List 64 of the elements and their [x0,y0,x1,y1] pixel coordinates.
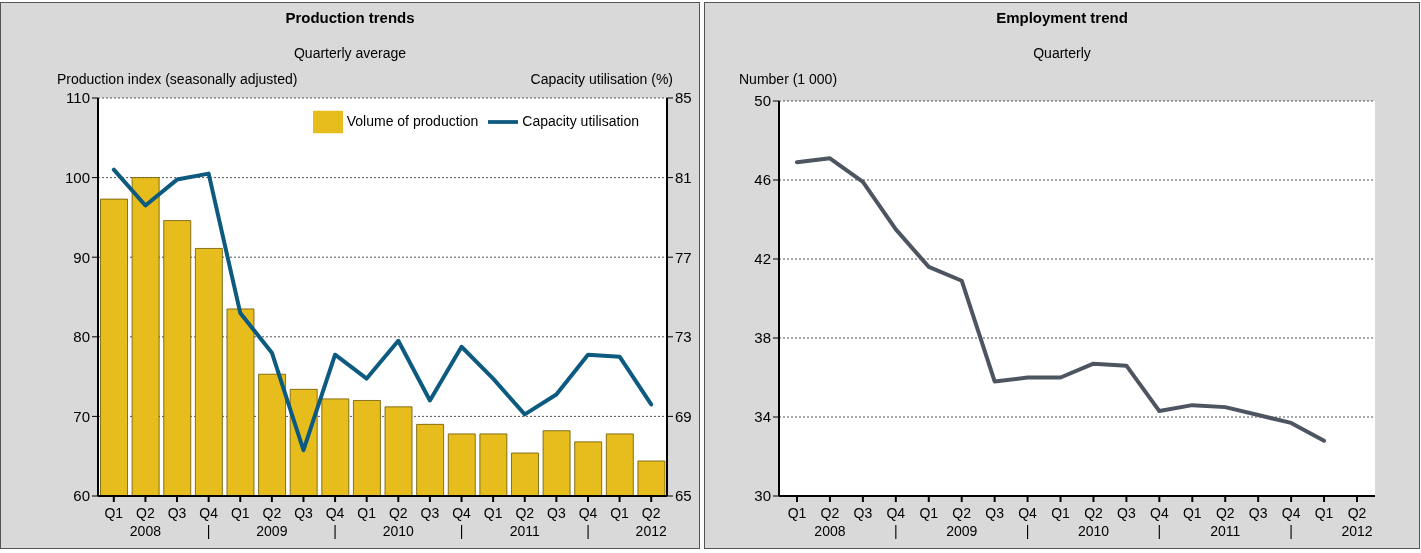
y2-tick-label: 81 [675,168,692,186]
x-tick-label: Q4 | [199,505,219,539]
y2-tick-label: 69 [675,407,692,425]
y-tick-label: 90 [73,248,90,266]
y2-tick-label: 77 [675,248,692,266]
y-tick-label: 46 [754,171,771,189]
y2-axis-title: Capacity utilisation (%) [530,71,673,87]
x-tick-label: Q2 2008 [814,505,846,539]
x-tick-label: Q1 [357,505,377,521]
x-tick-label: Q1 [104,505,124,521]
y-axis-title: Production index (seasonally adjusted) [57,71,298,87]
x-tick-label: Q2 2010 [382,505,415,539]
x-tick-label: Q1 [919,505,939,521]
y2-tick-label: 73 [675,328,692,346]
y-tick-label: 30 [754,487,771,505]
y-tick-label: 38 [754,329,771,347]
x-tick-label: Q2 2012 [635,505,667,539]
chart-title: Employment trend [995,9,1129,26]
x-tick-label: Q4 | [1281,505,1301,539]
x-tick-label: Q1 [1314,505,1334,521]
y-tick-label: 80 [73,328,90,346]
x-tick-label: Q3 [1117,505,1136,521]
x-tick-label: Q3 [547,505,566,521]
x-tick-label: Q4 | [1150,505,1169,539]
x-tick-label: Q3 [853,505,873,521]
x-tick-label: Q1 [1182,505,1202,521]
chart-subtitle: Quarterly [1032,45,1092,61]
x-tick-label: Q1 [787,505,807,521]
y-tick-label: 70 [73,407,90,425]
y-tick-label: 110 [66,89,90,107]
x-tick-label: Q1 [483,505,503,521]
y-tick-label: 34 [754,408,771,426]
x-tick-label: Q2 2010 [1077,505,1110,539]
x-tick-label: Q3 [420,505,440,521]
y2-tick-label: 65 [675,487,692,505]
x-tick-label: Q2 2008 [129,505,162,539]
chart-title: Production trends [284,9,416,26]
x-tick-label: Q1 [610,505,630,521]
x-tick-label: Q1 [1051,505,1071,521]
x-tick-label: Q2 2009 [946,505,978,539]
x-tick-label: Q2 2009 [256,505,288,539]
x-tick-label: Q4 | [578,505,598,539]
y-tick-label: 50 [754,92,771,110]
x-tick-label: Q3 [167,505,187,521]
line-series [111,167,654,453]
x-tick-label: Q4 | [1018,505,1038,539]
y-tick-label: 42 [754,250,771,268]
x-tick-label: Q3 [1248,505,1268,521]
x-tick-label: Q2 2012 [1341,505,1373,539]
x-tick-label: Q4 | [325,505,345,539]
x-tick-label: Q2 2011 [1210,505,1241,539]
x-tick-label: Q2 2011 [509,505,541,539]
x-tick-label: Q3 [294,505,314,521]
x-tick-label: Q1 [230,505,250,521]
legend-label: Capacity utilisation [522,112,639,129]
x-tick-label: Q4 | [886,505,906,539]
x-tick-label: Q4 | [452,505,472,539]
legend-label: Volume of production [346,112,479,129]
x-tick-label: Q3 [985,505,1005,521]
y-axis-title: Number (1 000) [739,71,838,87]
y-tick-label: 100 [64,168,90,186]
chart-subtitle: Quarterly average [292,45,408,61]
y2-tick-label: 85 [675,89,692,107]
y-tick-label: 60 [73,487,90,505]
